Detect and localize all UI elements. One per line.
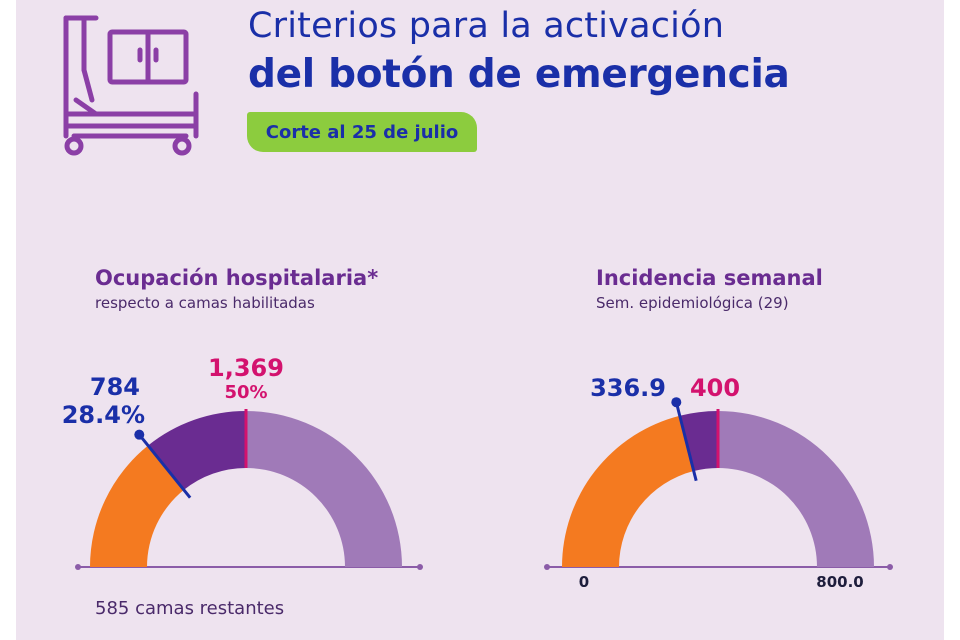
occupancy-to-threshold-segment <box>148 411 246 490</box>
incidence-to-threshold-segment <box>679 411 718 472</box>
occupancy-title: Ocupación hospitalaria* <box>95 266 379 290</box>
incidence-title: Incidencia semanal <box>596 266 823 290</box>
incidence-axis-max-label: 800.0 <box>816 573 863 591</box>
title-line-2: del botón de emergencia <box>248 52 790 97</box>
incidence-current-value-label: 336.9 <box>590 374 666 402</box>
incidence-subtitle: Sem. epidemiológica (29) <box>596 294 789 312</box>
occupancy-current-percent-label: 28.4% <box>62 401 145 429</box>
occupancy-current-segment <box>90 445 184 567</box>
remaining-beds-note: 585 camas restantes <box>95 598 285 619</box>
incidence-axis-start-dot <box>544 564 550 570</box>
title-line-1: Criterios para la activación <box>248 6 725 46</box>
occupancy-needle-dot <box>134 429 145 440</box>
incidence-current-segment <box>562 415 694 567</box>
occupancy-remaining-segment <box>246 411 402 567</box>
occupancy-axis-end-dot <box>417 564 423 570</box>
incidence-axis-min-label: 0 <box>579 573 589 591</box>
incidence-remaining-segment <box>718 411 874 567</box>
incidence-axis-end-dot <box>887 564 893 570</box>
occupancy-current-needle <box>138 433 192 499</box>
occupancy-threshold-value-label: 1,369 <box>208 354 284 382</box>
date-badge: Corte al 25 de julio <box>247 112 477 152</box>
occupancy-current-value-label: 784 <box>90 373 140 401</box>
infographic-panel <box>16 0 944 640</box>
incidence-current-needle <box>674 401 698 482</box>
incidence-needle-dot <box>671 397 682 408</box>
occupancy-axis-start-dot <box>75 564 81 570</box>
occupancy-threshold-percent-label: 50% <box>224 382 267 403</box>
occupancy-subtitle: respecto a camas habilitadas <box>95 294 315 312</box>
incidence-threshold-value-label: 400 <box>690 374 740 402</box>
